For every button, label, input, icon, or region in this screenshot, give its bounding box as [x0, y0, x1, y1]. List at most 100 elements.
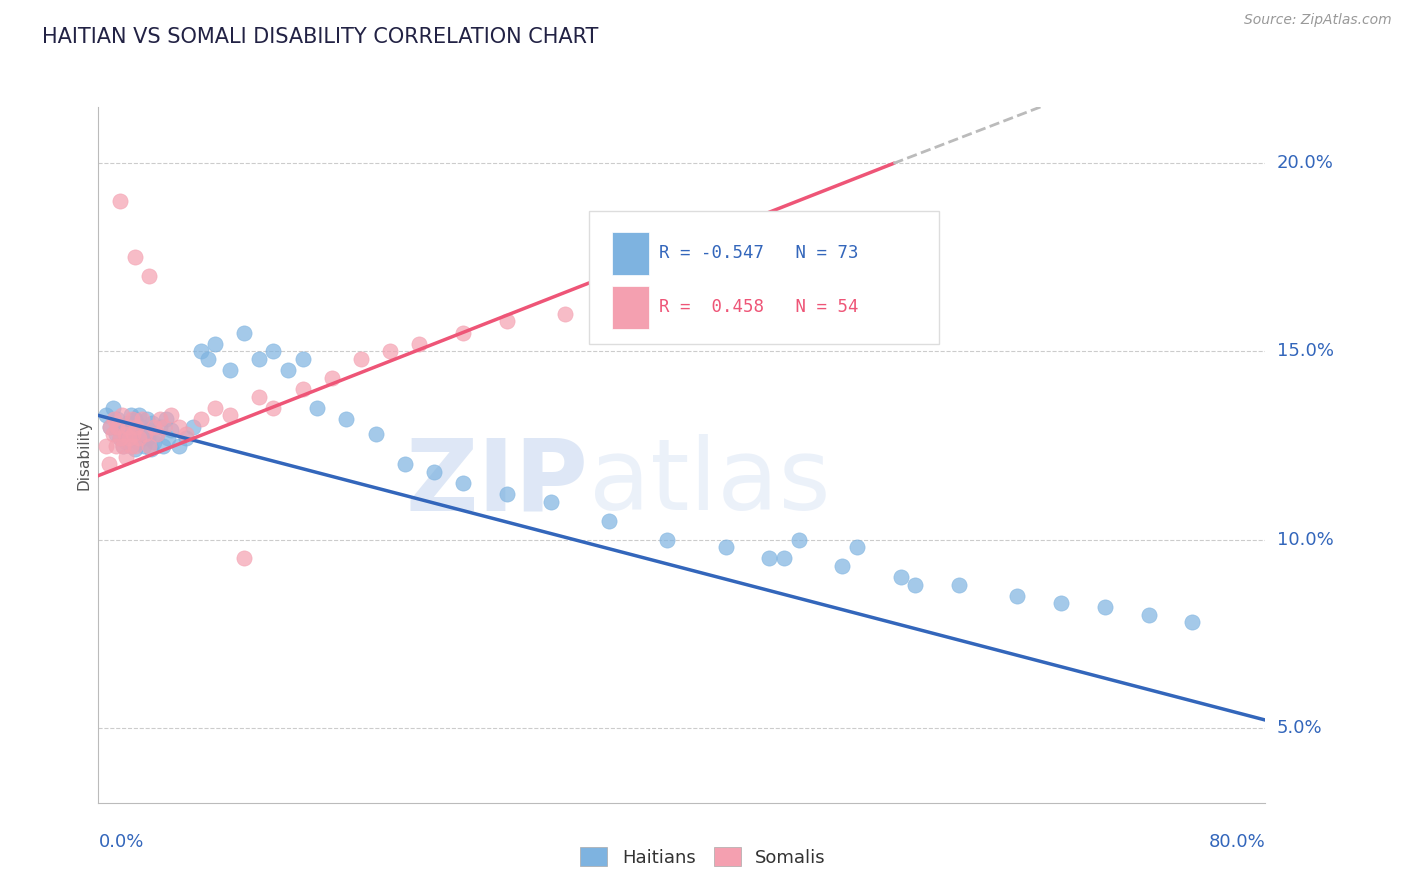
Point [101, 401, 124, 415]
Point [307, 401, 329, 415]
Point [190, 412, 212, 426]
Point [110, 431, 132, 445]
Point [218, 363, 240, 377]
Point [115, 450, 138, 464]
Point [127, 434, 149, 449]
Point [451, 326, 474, 340]
Text: R =  0.458   N = 54: R = 0.458 N = 54 [658, 299, 858, 317]
Point [149, 412, 172, 426]
Point [128, 409, 150, 423]
Point [111, 409, 134, 423]
Point [146, 427, 169, 442]
Point [845, 540, 868, 554]
Point [104, 438, 127, 452]
Point [831, 558, 853, 573]
Point [657, 533, 679, 547]
Text: 15.0%: 15.0% [1277, 343, 1333, 360]
Point [142, 434, 165, 449]
Point [112, 438, 135, 452]
Point [1137, 607, 1160, 622]
Point [118, 431, 141, 445]
Point [291, 382, 314, 396]
Text: R = -0.547   N = 73: R = -0.547 N = 73 [658, 244, 858, 262]
Point [110, 194, 132, 208]
Point [124, 438, 146, 452]
Point [540, 495, 562, 509]
Point [554, 307, 576, 321]
Point [787, 269, 810, 284]
Point [129, 427, 152, 442]
Point [1050, 597, 1073, 611]
Point [138, 269, 160, 284]
Point [94, 409, 117, 423]
Point [291, 351, 314, 366]
Point [120, 409, 142, 423]
Point [132, 438, 155, 452]
Text: atlas: atlas [589, 434, 830, 532]
Point [110, 431, 132, 445]
Text: 0.0%: 0.0% [98, 833, 143, 851]
Point [120, 438, 142, 452]
Point [105, 412, 128, 426]
Point [111, 419, 134, 434]
Point [125, 419, 148, 434]
Point [149, 419, 172, 434]
Point [262, 344, 284, 359]
Point [138, 438, 160, 452]
Point [787, 533, 810, 547]
Point [94, 438, 117, 452]
Point [845, 261, 868, 276]
FancyBboxPatch shape [612, 232, 650, 275]
Point [598, 514, 620, 528]
Point [122, 427, 145, 442]
Point [141, 416, 163, 430]
Point [142, 419, 165, 434]
Point [262, 401, 284, 415]
Point [117, 419, 139, 434]
Point [118, 427, 141, 442]
Point [153, 419, 176, 434]
Point [135, 412, 157, 426]
Point [101, 427, 124, 442]
Point [612, 299, 634, 313]
Point [364, 427, 387, 442]
Text: 80.0%: 80.0% [1209, 833, 1265, 851]
Point [700, 277, 723, 291]
Point [190, 344, 212, 359]
Text: HAITIAN VS SOMALI DISABILITY CORRELATION CHART: HAITIAN VS SOMALI DISABILITY CORRELATION… [42, 27, 599, 46]
FancyBboxPatch shape [589, 211, 939, 343]
Point [773, 551, 796, 566]
Point [247, 351, 270, 366]
Point [125, 424, 148, 438]
Point [728, 277, 751, 291]
Point [124, 251, 146, 265]
Point [197, 351, 219, 366]
Legend: Haitians, Somalis: Haitians, Somalis [574, 840, 832, 874]
Point [98, 419, 121, 434]
Point [103, 412, 125, 426]
Point [117, 416, 139, 430]
Point [131, 419, 153, 434]
Point [204, 401, 226, 415]
Point [157, 431, 180, 445]
Point [174, 427, 197, 442]
Point [121, 419, 143, 434]
Point [495, 487, 517, 501]
Point [948, 577, 970, 591]
Point [233, 326, 256, 340]
Point [122, 431, 145, 445]
Point [139, 442, 162, 457]
Point [97, 458, 120, 472]
Point [104, 427, 127, 442]
Point [167, 419, 190, 434]
Text: ZIP: ZIP [406, 434, 589, 532]
Point [233, 551, 256, 566]
Point [160, 409, 183, 423]
Point [136, 431, 159, 445]
Point [758, 551, 780, 566]
Text: 10.0%: 10.0% [1277, 531, 1333, 549]
Point [146, 427, 169, 442]
Point [890, 570, 912, 584]
Point [277, 363, 299, 377]
Point [155, 412, 177, 426]
